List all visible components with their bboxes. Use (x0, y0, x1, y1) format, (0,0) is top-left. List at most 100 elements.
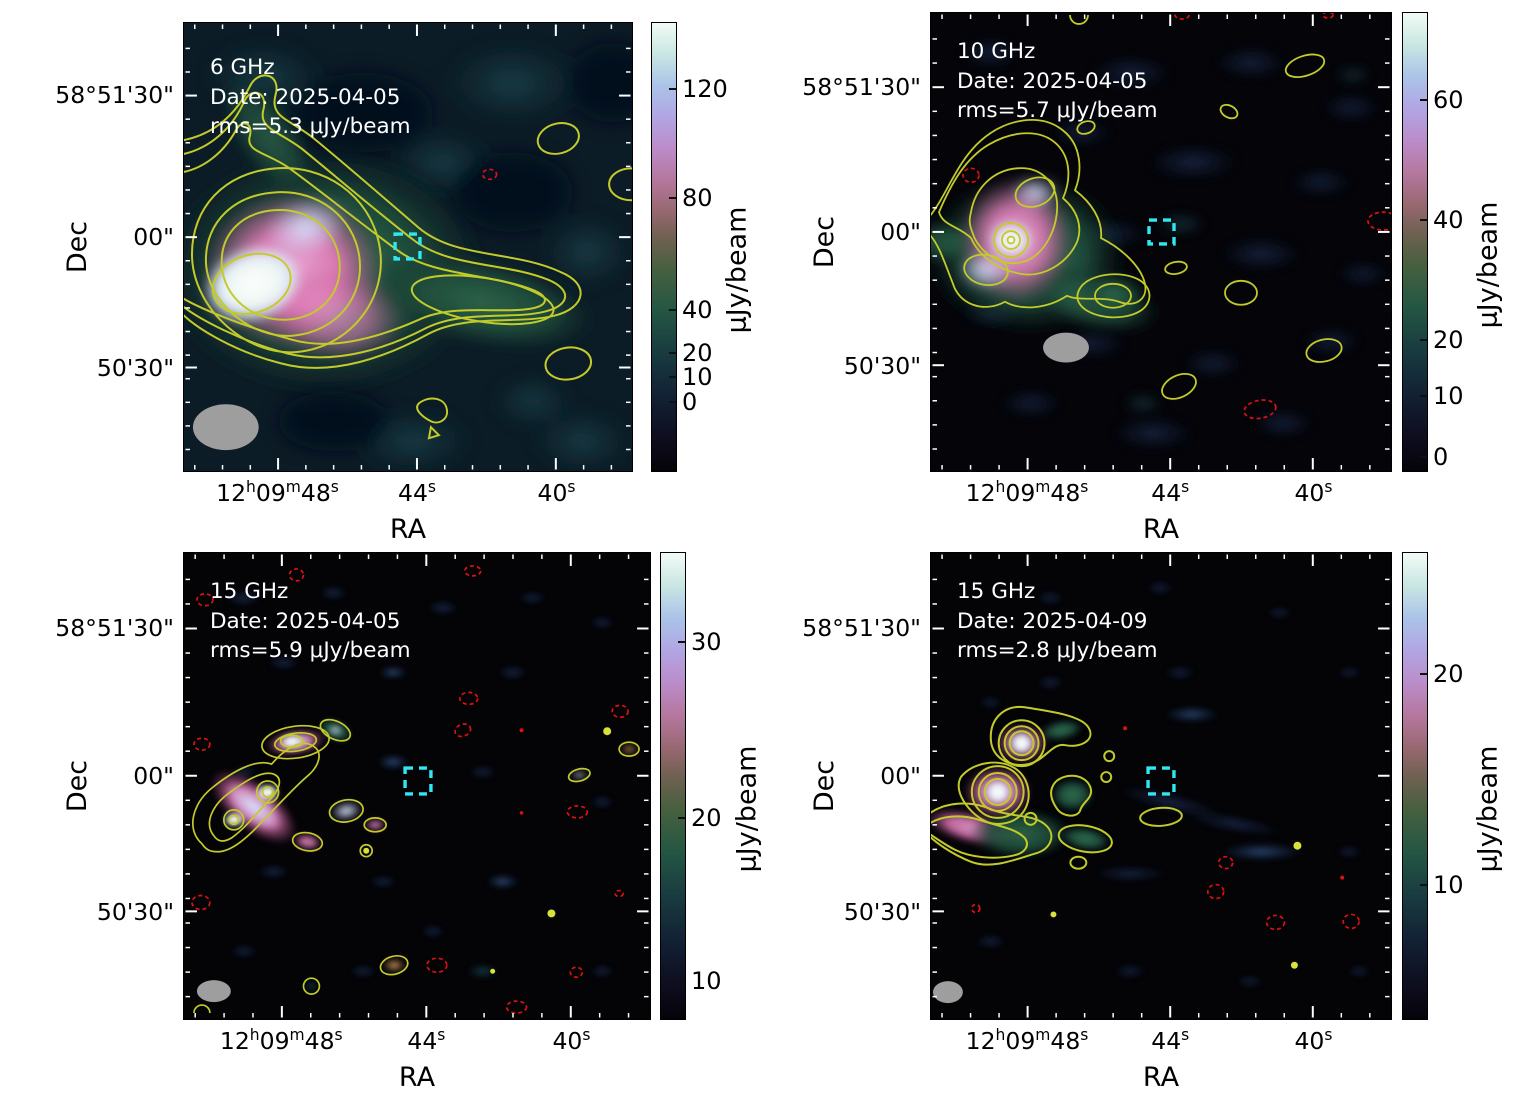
sky-map-6ghz: 6 GHz Date: 2025-04-05 rms=5.3 μJy/beam (183, 22, 633, 472)
noise-blobs (203, 42, 632, 471)
colorbar-tick-label: 10 (691, 967, 722, 996)
colorbar-tick (1420, 672, 1427, 675)
x-tick-label: 44s (398, 478, 436, 507)
x-axis-label: RA (389, 514, 427, 545)
panel-annotation: 10 GHz Date: 2025-04-05 rms=5.7 μJy/beam (957, 37, 1158, 126)
axis-ticks (932, 554, 1390, 1018)
colorbar-tick-label: 20 (1433, 326, 1464, 354)
point-sources (1050, 841, 1302, 969)
x-tick-label: 40s (1294, 478, 1333, 507)
colorbar-tick (1420, 394, 1427, 397)
x-tick-label: 44s (1151, 478, 1190, 507)
date-label: Date: 2025-04-09 (957, 608, 1148, 634)
frequency-label: 15 GHz (210, 579, 289, 604)
x-axis-label: RA (398, 1062, 436, 1093)
x-tick-label: 40s (537, 478, 576, 507)
colorbar-tick (678, 980, 685, 983)
frequency-label: 10 GHz (957, 39, 1036, 64)
x-tick-label: 12h09m48s (219, 1026, 343, 1055)
rms-label: rms=2.8 μJy/beam (957, 638, 1158, 664)
colorbar-tick-label: 10 (1433, 870, 1464, 899)
contours-negative (191, 565, 629, 1014)
beam-ellipse (196, 980, 231, 1003)
colorbar-tick-label: 60 (1433, 85, 1464, 114)
y-tick-label: 50'30" (843, 351, 921, 380)
colorbar-tick-label: 10 (682, 363, 713, 392)
colorbar-tick-label: 30 (691, 628, 722, 657)
colorbar-tick-label: 120 (682, 74, 728, 103)
contours-negative (970, 855, 1360, 931)
x-tick-label: 40s (552, 1026, 591, 1055)
colorbar: 120 80 40 20 10 0 (651, 22, 728, 472)
negative-dots (1123, 726, 1345, 880)
frequency-label: 15 GHz (957, 579, 1036, 604)
x-tick-label: 12h09m48s (216, 478, 339, 507)
colorbar-unit-label: μJy/beam (721, 206, 753, 333)
contours-negative (962, 13, 1391, 420)
y-tick-label: 00" (880, 217, 921, 246)
colorbar-tick (669, 351, 676, 354)
x-tick-label: 12h09m48s (965, 478, 1089, 507)
y-axis-label: Dec (808, 759, 840, 813)
y-axis-label: Dec (61, 220, 93, 274)
colorbar-unit-label: μJy/beam (731, 745, 763, 873)
contours-positive (184, 74, 632, 440)
beam-ellipse (932, 981, 963, 1004)
beam-ellipse (192, 404, 259, 451)
colorbar-tick-label: 20 (1433, 659, 1464, 688)
y-tick-label: 00" (133, 761, 174, 790)
contours-positive (931, 14, 1343, 400)
rms-label: rms=5.7 μJy/beam (957, 98, 1158, 124)
colorbar-tick (1420, 218, 1427, 221)
y-axis-label: Dec (61, 759, 93, 813)
colorbar-tick (669, 308, 676, 311)
x-tick-label: 12h09m48s (965, 1026, 1089, 1055)
x-axis-label: RA (1142, 1062, 1180, 1093)
y-axis-label: Dec (808, 215, 840, 269)
contours-negative (481, 168, 498, 181)
axis-ticks (932, 14, 1390, 470)
target-marker-box (403, 766, 433, 796)
colorbar-tick-label: 40 (682, 295, 713, 324)
rms-label: rms=5.3 μJy/beam (210, 114, 411, 140)
noise-blobs (225, 585, 615, 979)
y-tick-label: 50'30" (843, 897, 921, 926)
contours-positive (192, 718, 640, 1014)
y-tick-label: 00" (133, 223, 174, 252)
panel-10ghz: Dec 58°51'30" 00" 50'30" (802, 12, 1504, 545)
axis-ticks (185, 554, 649, 1018)
axis-ticks (185, 24, 631, 470)
sky-map-15ghz-apr05: 15 GHz Date: 2025-04-05 rms=5.9 μJy/beam (183, 552, 651, 1020)
colorbar-unit-label: μJy/beam (1472, 201, 1504, 329)
target-marker-box (1146, 766, 1176, 796)
y-tick-label: 50'30" (96, 897, 174, 926)
colorbar-unit-label: μJy/beam (1472, 745, 1504, 873)
colorbar-tick (678, 641, 685, 644)
colorbar-tick-label: 0 (1433, 442, 1449, 471)
negative-dots (519, 728, 524, 815)
colorbar-tick-label: 0 (682, 388, 698, 417)
target-marker-box (393, 232, 422, 261)
frequency-label: 6 GHz (210, 55, 275, 80)
target-marker-box (1147, 218, 1176, 246)
x-tick-label: 44s (1151, 1026, 1190, 1055)
colorbar-tick (1420, 455, 1427, 458)
panel-6ghz: Dec 58°51'30" 00" 50'30" (55, 22, 753, 545)
colorbar-tick-label: 20 (682, 338, 713, 367)
noise-blobs (974, 580, 1372, 988)
sky-map-15ghz-apr09: 15 GHz Date: 2025-04-09 rms=2.8 μJy/beam (930, 552, 1392, 1020)
colorbar-tick (1420, 98, 1427, 101)
x-tick-label: 40s (1294, 1026, 1333, 1055)
date-label: Date: 2025-04-05 (210, 84, 401, 110)
colorbar-tick-label: 40 (1433, 205, 1464, 234)
sky-map-10ghz: 10 GHz Date: 2025-04-05 rms=5.7 μJy/beam (930, 12, 1392, 472)
y-tick-label: 58°51'30" (55, 613, 174, 642)
panel-15ghz-apr09: Dec 58°51'30" 00" 50'30" (802, 552, 1504, 1093)
colorbar-tick (1420, 883, 1427, 886)
y-tick-label: 00" (880, 761, 921, 790)
colorbar-tick (669, 401, 676, 404)
colorbar-tick-label: 10 (1433, 381, 1464, 410)
colorbar-tick-label: 20 (691, 803, 722, 832)
y-tick-label: 58°51'30" (802, 72, 921, 101)
colorbar: 60 40 20 10 0 (1402, 12, 1464, 472)
